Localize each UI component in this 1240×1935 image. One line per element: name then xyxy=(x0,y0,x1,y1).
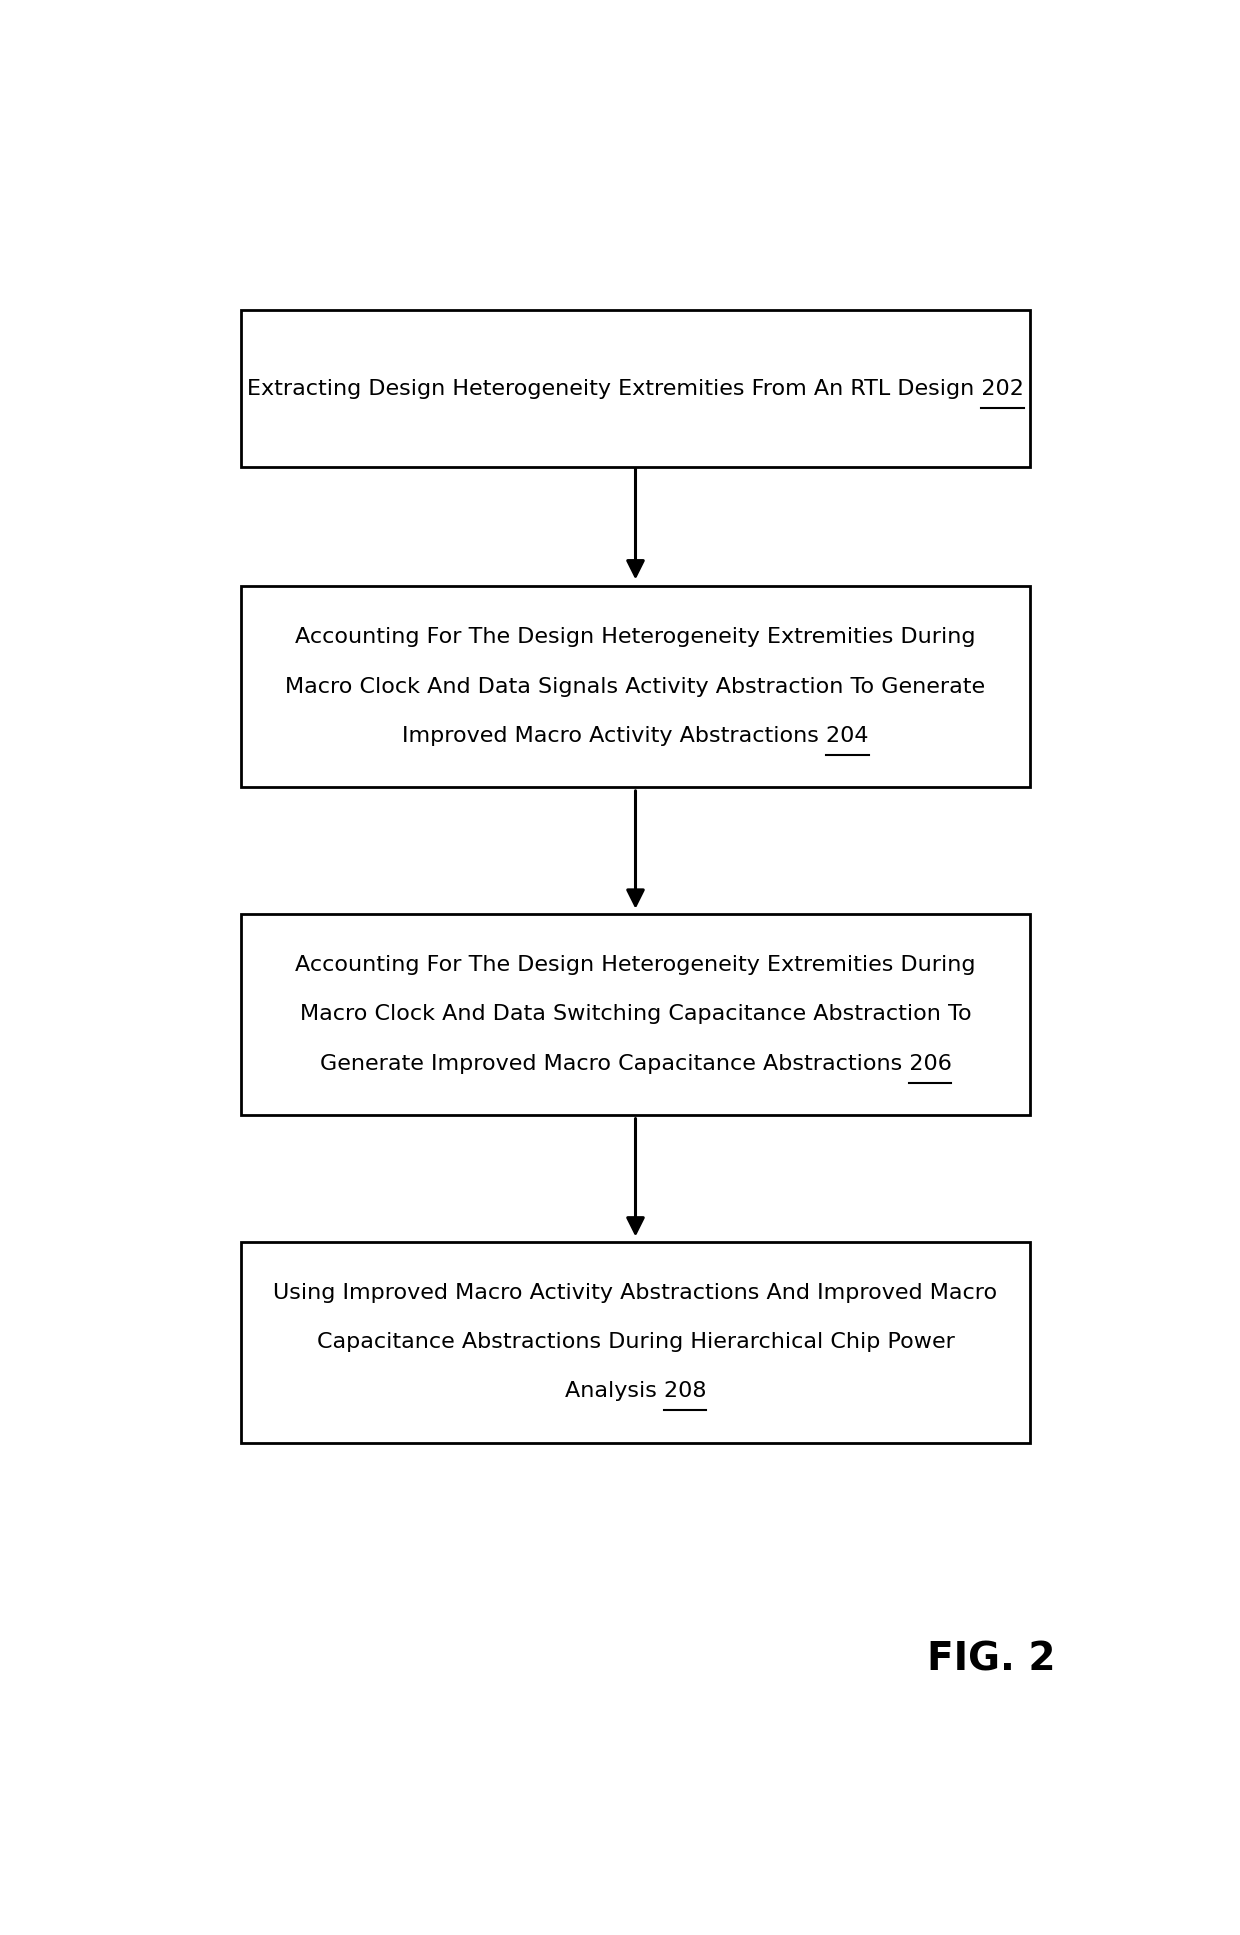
Text: Macro Clock And Data Signals Activity Abstraction To Generate: Macro Clock And Data Signals Activity Ab… xyxy=(285,677,986,697)
Bar xyxy=(242,586,1029,788)
Bar xyxy=(242,310,1029,466)
Text: Improved Macro Activity Abstractions 204: Improved Macro Activity Abstractions 204 xyxy=(402,726,869,745)
Text: Extracting Design Heterogeneity Extremities From An RTL Design 202: Extracting Design Heterogeneity Extremit… xyxy=(247,379,1024,399)
Bar xyxy=(242,913,1029,1115)
Text: FIG. 2: FIG. 2 xyxy=(926,1641,1055,1678)
Text: Analysis 208: Analysis 208 xyxy=(564,1382,707,1401)
Bar xyxy=(242,1242,1029,1444)
Text: Accounting For The Design Heterogeneity Extremities During: Accounting For The Design Heterogeneity … xyxy=(295,627,976,648)
Text: Generate Improved Macro Capacitance Abstractions 206: Generate Improved Macro Capacitance Abst… xyxy=(320,1053,951,1074)
Text: Macro Clock And Data Switching Capacitance Abstraction To: Macro Clock And Data Switching Capacitan… xyxy=(300,1004,971,1024)
Text: Accounting For The Design Heterogeneity Extremities During: Accounting For The Design Heterogeneity … xyxy=(295,956,976,975)
Text: Using Improved Macro Activity Abstractions And Improved Macro: Using Improved Macro Activity Abstractio… xyxy=(274,1283,997,1302)
Text: Capacitance Abstractions During Hierarchical Chip Power: Capacitance Abstractions During Hierarch… xyxy=(316,1331,955,1353)
